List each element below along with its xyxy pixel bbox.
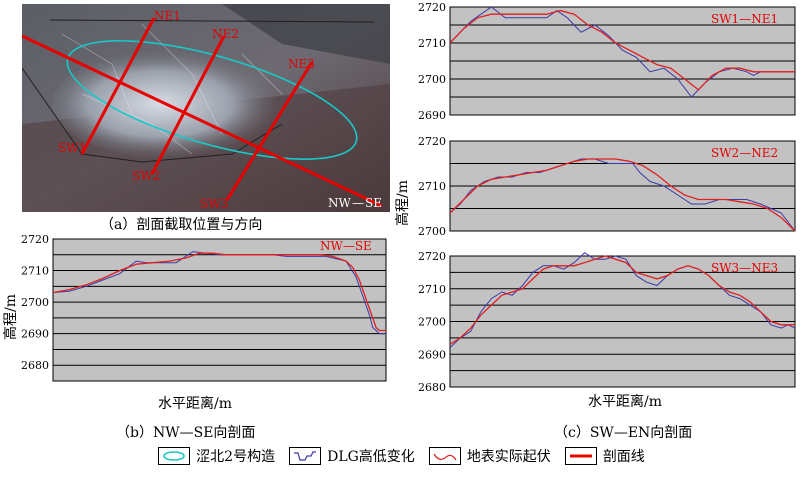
panel-b-plot-area xyxy=(52,238,387,382)
label-nw: NW xyxy=(328,196,352,210)
panel-b-title: NW—SE xyxy=(320,239,372,253)
y-tick-label: 2690 xyxy=(418,348,446,361)
chart-title: SW3—NE3 xyxy=(711,261,778,275)
label-sw1: SW1 xyxy=(58,141,86,155)
profile-line-sw1ne1 xyxy=(80,17,156,155)
y-tick-label: 2720 xyxy=(418,1,446,14)
y-tick-label: 2720 xyxy=(418,250,446,263)
panel-b-chart: 2680 2690 2700 2710 2720 NW—SE 高程/m 水平距离/m xyxy=(2,233,387,412)
y-tick-label: 2720 xyxy=(21,233,49,246)
y-tick-label: 2700 xyxy=(418,73,446,86)
label-sw2: SW2 xyxy=(132,169,160,183)
y-tick-label: 2710 xyxy=(21,265,49,278)
y-tick-label: 2700 xyxy=(418,316,446,329)
profile-line-icon xyxy=(564,447,597,465)
y-tick-label: 2720 xyxy=(418,135,446,148)
y-tick-label: 2710 xyxy=(418,180,446,193)
legend-label-profile: 剖面线 xyxy=(602,449,645,465)
profile-line-sw3ne3 xyxy=(225,61,314,201)
surface-line-icon xyxy=(428,447,461,465)
legend-item-dlg: DLG高低变化 xyxy=(289,446,415,466)
label-ne1: NE1 xyxy=(154,9,181,23)
panel-c-chart: 2690 2700 2710 2720 SW1—NE1 2700 2710 2720 SW2—N… xyxy=(395,1,796,410)
y-tick-label: 2710 xyxy=(418,283,446,296)
legend-item-surface: 地表实际起伏 xyxy=(428,446,551,466)
legend-label-structure: 涩北2号构造 xyxy=(196,449,276,465)
label-ne2: NE2 xyxy=(212,27,239,41)
panel-b-ylabel: 高程/m xyxy=(2,294,19,340)
surface-series-line xyxy=(449,158,796,232)
profile-line-nwse xyxy=(21,34,383,208)
map-caption: （a）剖面截取位置与方向 xyxy=(100,217,263,233)
panel-b-xlabel: 水平距离/m xyxy=(158,395,232,412)
profile-line-sw2ne2 xyxy=(150,35,226,175)
panel-c-ylabel: 高程/m xyxy=(395,180,411,226)
profile-panel-sw1ne1: 2690 2700 2710 2720 SW1—NE1 xyxy=(418,1,796,122)
surface-series-line xyxy=(52,252,386,332)
legend: 涩北2号构造 DLG高低变化 地表实际起伏 剖面线 xyxy=(0,446,803,466)
panel-b-caption: （b）NW—SE向剖面 xyxy=(116,425,256,441)
panel-c-caption: （c）SW—EN向剖面 xyxy=(554,425,693,441)
y-tick-label: 2710 xyxy=(418,37,446,50)
label-se: SE xyxy=(365,196,382,210)
legend-item-structure: 涩北2号构造 xyxy=(158,446,275,466)
y-tick-label: 2690 xyxy=(418,109,446,122)
dlg-line-icon xyxy=(289,447,322,465)
y-tick-label: 2680 xyxy=(418,381,446,394)
label-ne3: NE3 xyxy=(288,57,315,71)
satellite-map-image: NE1 NE2 NE3 SW1 SW2 SW3 NW — SE xyxy=(21,4,390,212)
surface-series-line xyxy=(449,255,795,345)
ellipse-icon xyxy=(158,447,191,465)
surface-series-line xyxy=(449,9,795,91)
panel-c-xlabel: 水平距离/m xyxy=(588,393,662,410)
dlg-series-line xyxy=(449,252,796,349)
label-dash: — xyxy=(352,196,364,210)
y-tick-label: 2700 xyxy=(21,296,49,309)
y-tick-label: 2680 xyxy=(21,359,49,372)
chart-title: SW1—NE1 xyxy=(711,12,778,26)
label-sw3: SW3 xyxy=(200,197,228,211)
profile-panel-sw2ne2: 2700 2710 2720 SW2—NE2 xyxy=(418,135,796,238)
chart-title: SW2—NE2 xyxy=(711,146,778,160)
legend-item-profile: 剖面线 xyxy=(564,446,645,466)
profile-panel-sw3ne3: 2680 2690 2700 2710 2720 SW3—NE3 xyxy=(418,250,796,394)
legend-label-surface: 地表实际起伏 xyxy=(466,449,551,465)
y-tick-label: 2690 xyxy=(21,328,49,341)
legend-label-dlg: DLG高低变化 xyxy=(327,449,415,465)
y-tick-label: 2700 xyxy=(418,225,446,238)
map-panel: NE1 NE2 NE3 SW1 SW2 SW3 NW — SE xyxy=(21,4,390,212)
